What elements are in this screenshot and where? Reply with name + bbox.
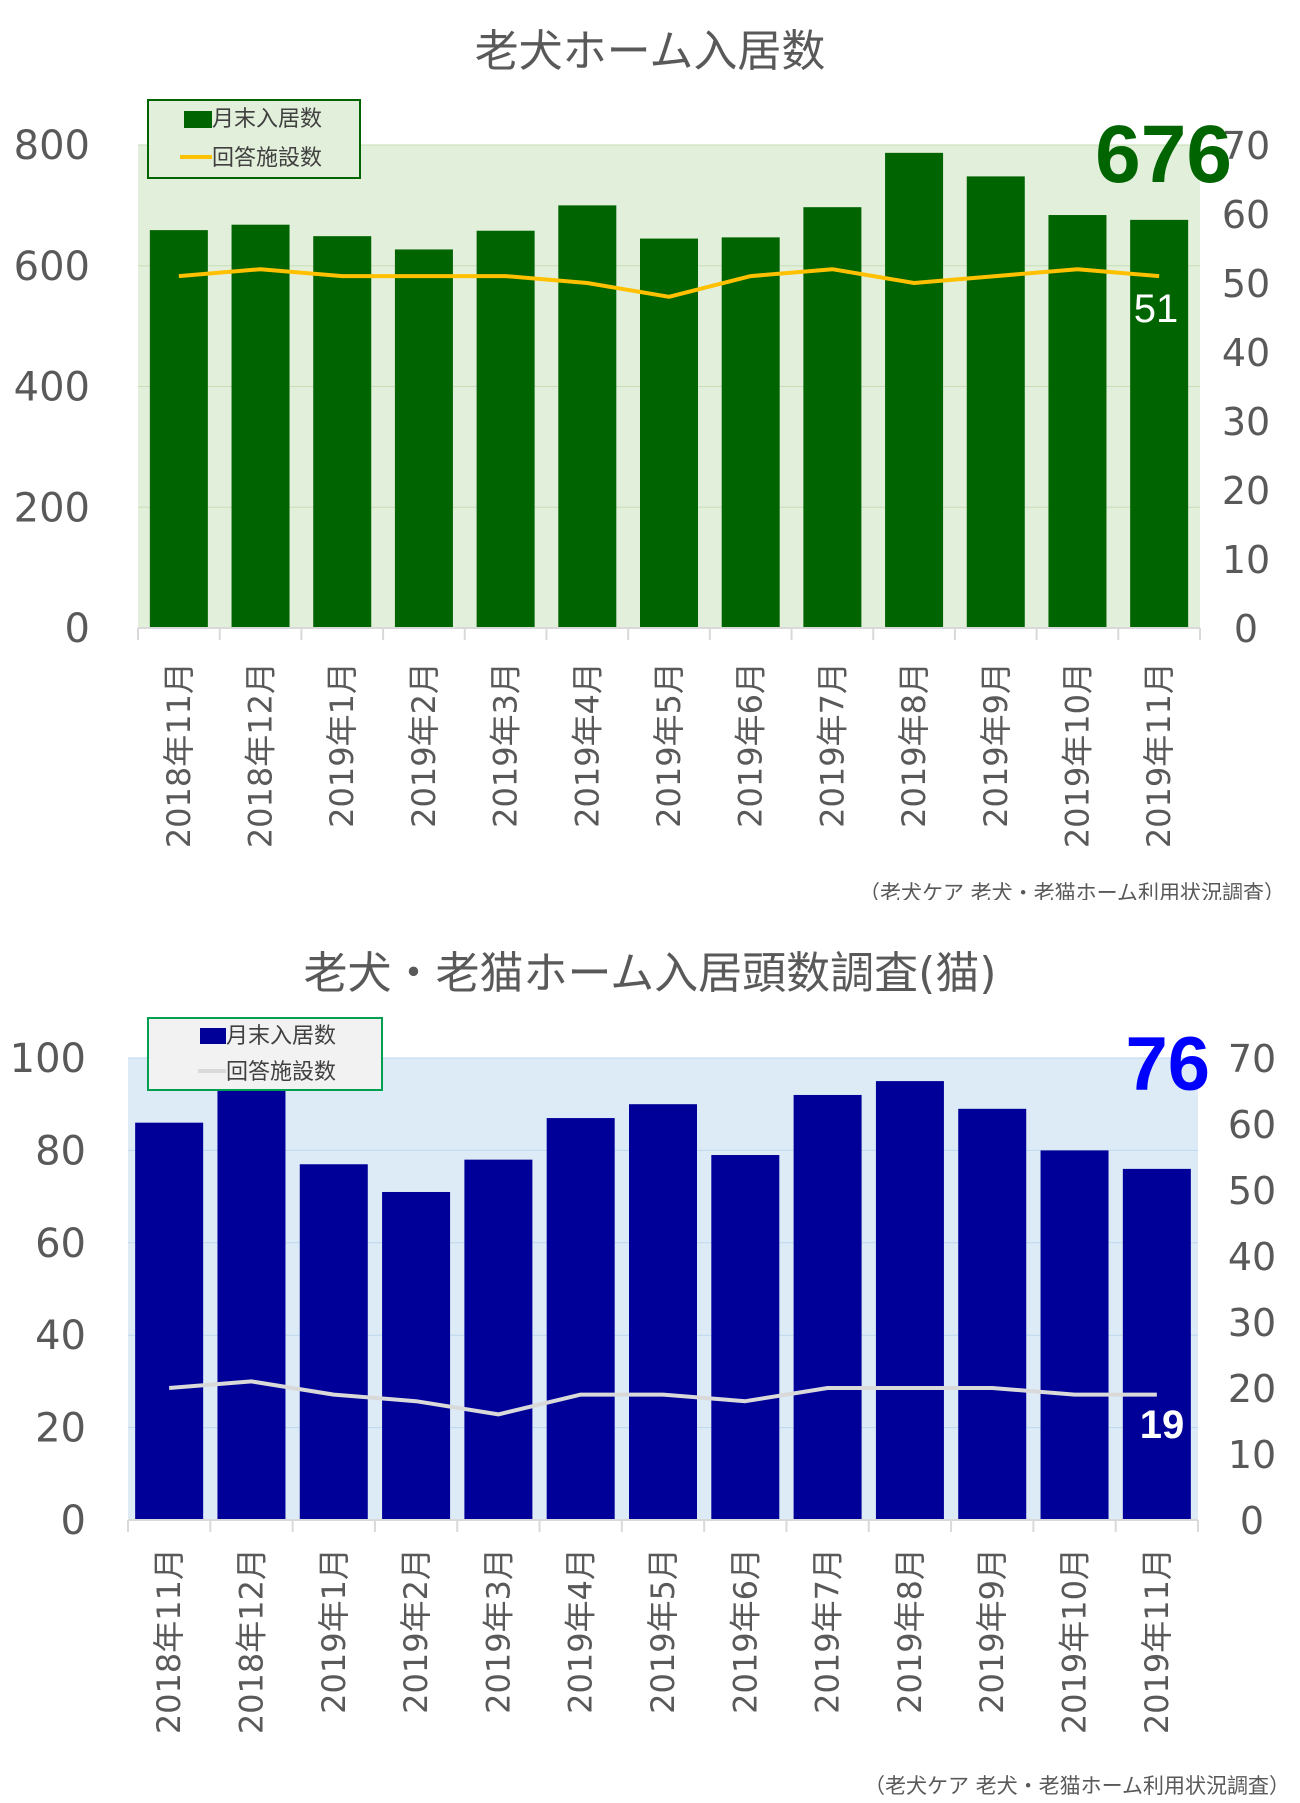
cat-home-chart: 老犬・老猫ホーム入居頭数調査(猫) 0 20 40 60 80 100 0 10 20 30 40 5… [10,948,1290,1798]
y-tick-label: 800 [14,123,90,169]
bar [476,230,535,629]
x-tick-label: 2019年4月 [568,662,606,828]
y-tick-label: 20 [35,1406,86,1452]
bar [382,1191,451,1520]
legend-bar-label: 月末入居数 [212,107,322,132]
x-tick-label: 2019年3月 [487,662,525,828]
y-tick-label: 400 [14,365,90,411]
y-tick-label: 0 [61,1498,86,1544]
y-tick-label: 80 [35,1128,86,1174]
bar [711,1155,780,1520]
y2-tick-label: 70 [1228,1037,1276,1081]
bar [1040,1150,1109,1520]
bar [135,1122,204,1520]
bar [721,237,780,628]
y2-tick-label: 50 [1222,262,1270,306]
y2-tick-label: 60 [1222,193,1270,237]
x-tick-label: 2019年6月 [726,1548,764,1714]
y2-tick-label: 10 [1228,1433,1276,1477]
x-tick-label: 2019年4月 [562,1548,600,1714]
x-tick-label: 2019年7月 [813,662,851,828]
bar [558,205,617,628]
legend-bar-swatch [184,111,212,128]
x-tick-label: 2019年5月 [644,1548,682,1714]
x-tick-label: 2018年12月 [242,662,280,848]
y-tick-label: 200 [14,485,90,531]
legend-line-label: 回答施設数 [226,1060,336,1085]
y2-tick-label: 30 [1228,1301,1276,1345]
y2-tick-label: 40 [1222,331,1270,375]
bar [875,1081,944,1520]
chart-title: 老犬ホーム入居数 [475,26,826,77]
x-tick-label: 2019年9月 [977,662,1015,828]
x-tick-label: 2018年11月 [160,662,198,848]
bar [629,1104,697,1520]
bar [394,249,453,629]
bar [217,1085,286,1520]
y-tick-label: 60 [35,1221,86,1267]
y-tick-label: 100 [10,1036,86,1082]
x-tick-label: 2018年11月 [150,1548,188,1734]
latest-value-label: 76 [1125,1022,1210,1107]
bar [1130,219,1189,629]
y2-tick-label: 50 [1228,1169,1276,1213]
bar [149,230,208,628]
x-tick-label: 2019年11月 [1140,662,1178,848]
y2-tick-label: 30 [1222,400,1270,444]
x-tick-label: 2019年6月 [732,662,770,828]
x-tick-label: 2019年2月 [397,1548,435,1714]
y2-tick-label: 0 [1234,607,1258,651]
x-tick-label: 2019年7月 [809,1548,847,1714]
x-tick-label: 2019年11月 [1138,1548,1176,1734]
source-note: （老犬ケア 老犬・老猫ホーム利用状況調査） [859,881,1285,900]
y-tick-label: 40 [35,1313,86,1359]
legend: 月末入居数 回答施設数 [147,1017,383,1091]
y2-tick-label: 70 [1222,124,1270,168]
x-tick-label: 2019年8月 [895,662,933,828]
x-tick-label: 2019年2月 [405,662,443,828]
x-tick-label: 2019年10月 [1058,662,1096,848]
bar [464,1159,533,1520]
bar [1122,1168,1191,1520]
x-tick-label: 2019年5月 [650,662,688,828]
latest-facility-label: 19 [1140,1403,1185,1447]
bar [299,1164,368,1520]
bar [1048,215,1107,628]
legend-bar-swatch [200,1028,226,1044]
x-tick-label: 2019年10月 [1056,1548,1094,1734]
bar [885,152,944,628]
x-tick-label: 2018年12月 [232,1548,270,1734]
legend-line-label: 回答施設数 [212,146,322,171]
legend: 月末入居数 回答施設数 [147,99,361,179]
source-note: （老犬ケア 老犬・老猫ホーム利用状況調査） [864,1774,1290,1798]
bar [546,1118,615,1520]
latest-value-label: 676 [1095,109,1232,200]
bar [640,238,698,629]
y2-tick-label: 40 [1228,1235,1276,1279]
y-tick-label: 600 [14,244,90,290]
bar [958,1108,1027,1520]
x-tick-label: 2019年8月 [891,1548,929,1714]
y2-tick-label: 0 [1240,1499,1264,1543]
x-tick-label: 2019年1月 [323,662,361,828]
x-tick-label: 2019年1月 [315,1548,353,1714]
legend-bar-label: 月末入居数 [226,1024,336,1049]
dog-home-chart: 老犬ホーム入居数 0 200 400 600 800 0 10 20 30 40 50 60 70 201… [14,26,1285,900]
x-tick-label: 2019年3月 [479,1548,517,1714]
y2-tick-label: 20 [1228,1367,1276,1411]
bar [793,1094,862,1520]
bar [803,207,862,628]
y2-tick-label: 60 [1228,1103,1276,1147]
y-tick-label: 0 [65,606,90,652]
bar [231,224,290,628]
bar [966,176,1025,628]
y2-tick-label: 10 [1222,538,1270,582]
x-tick-label: 2019年9月 [973,1548,1011,1714]
y2-tick-label: 20 [1222,469,1270,513]
latest-facility-label: 51 [1134,287,1179,331]
bar [313,236,372,628]
chart-title: 老犬・老猫ホーム入居頭数調査(猫) [303,948,996,999]
